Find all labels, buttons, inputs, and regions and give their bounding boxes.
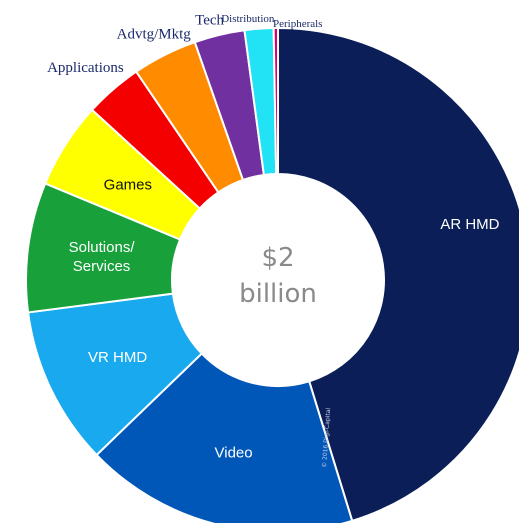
- slice-label-peripherals: Peripherals: [273, 18, 322, 30]
- center-label: $2 billion: [239, 243, 317, 309]
- slice-label-advtg-mktg: Advtg/Mktg: [117, 27, 192, 43]
- slice-label-solutions-services: Solutions/Services: [69, 239, 136, 275]
- center-amount: $2: [261, 243, 294, 273]
- donut-hole: [172, 174, 384, 386]
- slices-group: [25, 26, 519, 523]
- labels-group: AR HMD Video VR HMD Solutions/Services Games…: [47, 12, 500, 468]
- slice-label-video: Video: [215, 444, 253, 461]
- slice-label-ar-hmd: AR HMD: [440, 216, 499, 233]
- center-unit: billion: [239, 279, 317, 309]
- slice-label-applications: Applications: [47, 60, 124, 76]
- slice-label-vr-hmd: VR HMD: [88, 349, 147, 366]
- slice-label-distribution: Distribution: [221, 13, 275, 25]
- slice-label-tech: Tech: [195, 12, 224, 28]
- credit-text: © 2016 Digi-Capital: [321, 407, 332, 468]
- slice-label-games: Games: [104, 176, 152, 193]
